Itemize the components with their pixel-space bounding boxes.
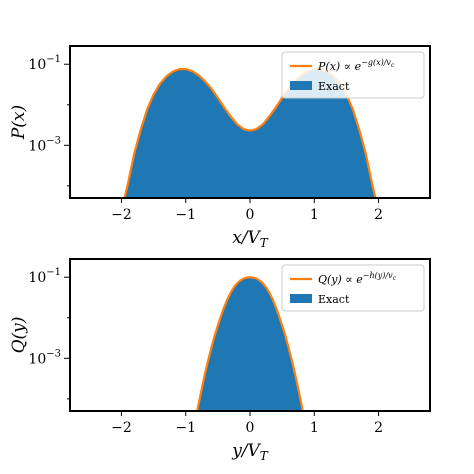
y-tick-label: 10−1: [28, 54, 61, 73]
y-tick-label: 10−1: [28, 267, 61, 286]
y-axis-label: Q(y): [9, 317, 29, 354]
legend: P(x) ∝ e−g(x)/vc Exact: [281, 51, 425, 99]
x-tick-label: 1: [310, 207, 319, 223]
x-axis-label: y/VT: [231, 441, 269, 463]
y-axis-label: P(x): [9, 105, 29, 140]
y-tick-label: 10−3: [28, 348, 61, 367]
legend-box: [281, 51, 425, 99]
legend-box: [281, 264, 425, 312]
legend-label-approx: Q(y) ∝ e−h(y)/vc: [318, 271, 397, 286]
x-tick-label: −1: [175, 420, 196, 436]
legend-label-exact: Exact: [318, 80, 350, 93]
exact-area: [124, 69, 376, 198]
x-tick-label: 1: [310, 420, 319, 436]
y-tick-label: 10−3: [28, 135, 61, 154]
x-axis-label: x/VT: [232, 228, 269, 250]
x-tick-label: 2: [374, 420, 383, 436]
x-tick-label: 2: [374, 207, 383, 223]
x-tick-label: 0: [246, 207, 255, 223]
panel-1: −2 −1 0 1 2 10−3 10−1 x/VT P(x) P(x) ∝ e−g(x)/vc E…: [9, 45, 431, 250]
legend-label-exact: Exact: [318, 293, 350, 306]
x-tick-label: 0: [246, 420, 255, 436]
x-tick-label: −2: [111, 207, 132, 223]
legend-label-approx: P(x) ∝ e−g(x)/vc: [317, 58, 395, 73]
x-tick-label: −2: [111, 420, 132, 436]
panel-2: −2 −1 0 1 2 10−3 10−1 y/VT Q(y) Q(y) ∝ e−h(y)/vc E…: [9, 258, 431, 463]
x-tick-label: −1: [175, 207, 196, 223]
approx-line: [196, 276, 304, 411]
legend-fill-swatch: [290, 81, 312, 90]
legend: Q(y) ∝ e−h(y)/vc Exact: [281, 264, 425, 312]
legend-fill-swatch: [290, 294, 312, 303]
